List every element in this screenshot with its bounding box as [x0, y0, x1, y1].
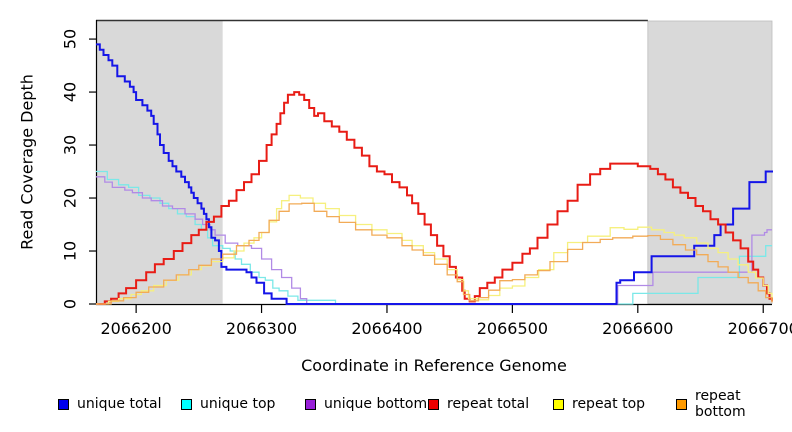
- y-tick-label: 10: [60, 240, 80, 262]
- legend-label: unique top: [200, 396, 276, 412]
- legend-label: repeat top: [572, 396, 646, 412]
- legend-swatch-repeat-bottom: [676, 398, 687, 410]
- legend-item-repeat-bottom: repeat bottom: [676, 388, 792, 420]
- x-tick-label: 2066600: [602, 319, 674, 338]
- x-tick-label: 2066300: [225, 319, 298, 338]
- series-line-repeat-total: [96, 91, 773, 305]
- legend-swatch-unique-top: [181, 398, 192, 410]
- legend-item-unique-top: unique top: [181, 396, 276, 412]
- series-line-unique-top: [96, 170, 772, 305]
- legend-swatch-unique-bottom: [305, 398, 316, 410]
- y-tick-label: 30: [60, 134, 80, 156]
- x-tick-label: 2066200: [100, 319, 172, 338]
- y-axis-title: Read Coverage Depth: [17, 74, 37, 250]
- series-line-unique-bottom: [96, 176, 772, 305]
- legend-label: unique total: [77, 396, 162, 412]
- legend-label: unique bottom: [324, 396, 428, 412]
- y-tick-label: 20: [60, 187, 80, 209]
- y-tick-label: 40: [60, 81, 80, 103]
- legend-label: repeat bottom: [695, 388, 746, 420]
- legend-item-unique-total: unique total: [58, 396, 162, 412]
- x-tick-label: 2066400: [351, 319, 423, 338]
- legend-label: repeat total: [447, 396, 530, 412]
- legend-swatch-unique-total: [58, 398, 69, 410]
- legend-item-repeat-top: repeat top: [553, 396, 646, 412]
- x-axis-title: Coordinate in Reference Genome: [301, 356, 567, 375]
- series-line-repeat-bottom: [98, 202, 773, 305]
- legend-swatch-repeat-total: [428, 398, 439, 410]
- x-tick-label: 2066700: [727, 319, 792, 338]
- legend-swatch-repeat-top: [553, 398, 564, 410]
- shaded-region: [96, 21, 223, 304]
- y-tick-label: 0: [60, 298, 80, 310]
- series-line-unique-total: [96, 43, 773, 305]
- legend-item-unique-bottom: unique bottom: [305, 396, 428, 412]
- legend-item-repeat-total: repeat total: [428, 396, 530, 412]
- y-tick-label: 50: [60, 28, 80, 50]
- x-tick-label: 2066500: [476, 319, 549, 338]
